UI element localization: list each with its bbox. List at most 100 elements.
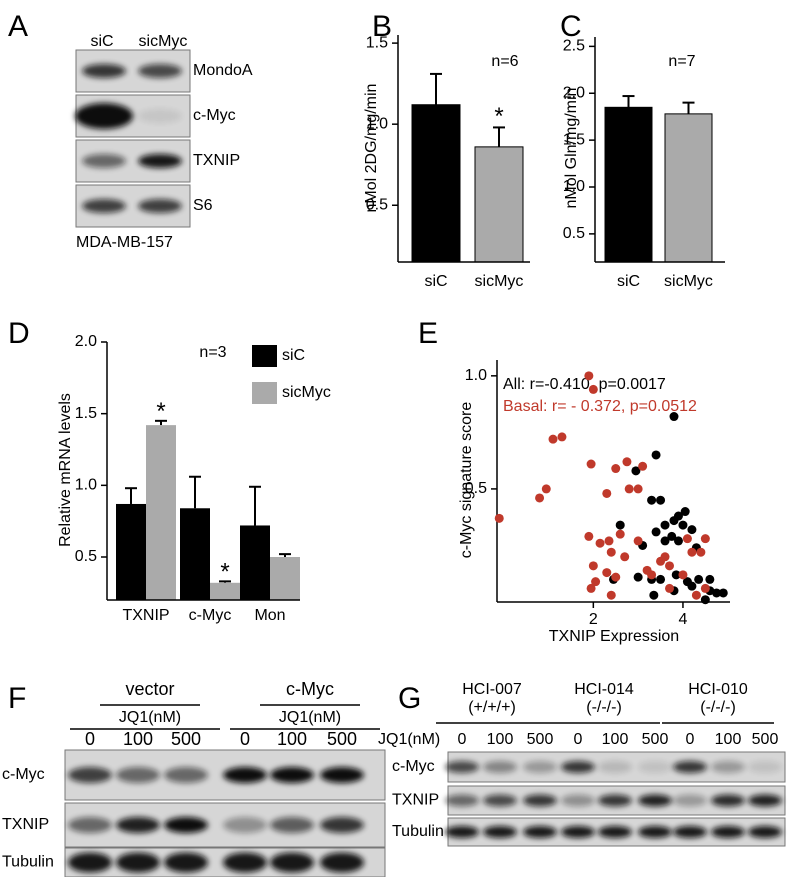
blot-band: [445, 826, 479, 838]
point: [712, 588, 722, 598]
blot-band: [638, 826, 672, 838]
blot-band: [523, 794, 557, 807]
blot-band: [270, 767, 314, 783]
blot-band: [138, 199, 182, 213]
point: [656, 495, 666, 505]
blot-band: [638, 761, 672, 773]
point: [638, 461, 648, 471]
annotation: n=7: [668, 53, 695, 70]
blot-band: [711, 794, 745, 807]
blot-band: [223, 852, 267, 873]
bar: [240, 525, 270, 600]
dose-label: 100: [602, 731, 629, 748]
significance: *: [220, 559, 229, 586]
y-tick-label: 2.0: [563, 84, 585, 101]
panel-letter: B: [372, 10, 392, 43]
band-label: TXNIP: [193, 152, 240, 169]
blot-band: [638, 794, 672, 807]
y-tick-label: 0.5: [465, 480, 487, 497]
bar: [210, 582, 240, 600]
blot-band: [320, 852, 364, 873]
point: [667, 531, 677, 541]
band-label: TXNIP: [2, 816, 49, 833]
blot-band: [75, 103, 133, 129]
x-tick-label: 2: [589, 611, 598, 628]
point: [651, 450, 661, 460]
point: [680, 507, 690, 517]
point: [633, 536, 643, 546]
panel-letter: C: [560, 10, 582, 43]
y-tick-label: 1.5: [563, 131, 585, 148]
blot-band: [523, 826, 557, 838]
band-label: Tubulin: [392, 823, 444, 840]
blot-band: [320, 767, 364, 783]
y-tick-label: 0.5: [75, 548, 97, 565]
point: [651, 527, 661, 537]
band-label: S6: [193, 197, 213, 214]
x-tick-label: TXNIP: [122, 607, 169, 624]
bar: [116, 503, 146, 600]
dose-label: 100: [715, 731, 742, 748]
point: [494, 513, 504, 523]
point: [535, 493, 545, 503]
blot-band: [673, 761, 707, 773]
dose-label: 100: [487, 731, 514, 748]
blot-band: [223, 767, 267, 783]
annotation: n=6: [491, 53, 518, 70]
significance: *: [494, 103, 503, 130]
dose-label: 0: [686, 731, 695, 748]
x-tick-label: 4: [678, 611, 687, 628]
cell-line: MDA-MB-157: [76, 234, 173, 251]
blot-band: [164, 767, 208, 783]
blot-band: [138, 64, 182, 78]
blot-band: [116, 852, 160, 873]
blot-band: [82, 199, 126, 213]
point: [588, 561, 598, 571]
blot-band: [561, 761, 595, 773]
treatment-label: JQ1(nM): [279, 709, 341, 726]
legend-label: sicMyc: [282, 384, 331, 401]
legend-swatch: [252, 382, 277, 404]
series-annotation: All: r=-0.410, p=0.0017: [503, 376, 666, 393]
point: [584, 371, 594, 381]
group-label: c-Myc: [286, 679, 334, 699]
dose-label: 100: [123, 729, 153, 749]
point: [586, 459, 596, 469]
blot-band: [445, 761, 479, 773]
y-tick-label: 1.0: [75, 477, 97, 494]
legend-label: siC: [282, 347, 305, 364]
blot-band: [164, 852, 208, 873]
blot-band: [711, 826, 745, 838]
point: [660, 536, 670, 546]
bar: [146, 425, 176, 600]
point: [557, 432, 567, 442]
group-label: HCI-014: [574, 681, 634, 698]
y-tick-label: 0.5: [366, 196, 388, 213]
significance: *: [156, 398, 165, 425]
y-tick-label: 1.5: [75, 405, 97, 422]
blot-band: [320, 817, 364, 833]
point: [660, 520, 670, 530]
point: [687, 547, 697, 557]
point: [660, 552, 670, 562]
y-axis-label: c-Myc signature score: [458, 402, 475, 559]
blot-band: [483, 761, 517, 773]
point: [718, 588, 728, 598]
point: [705, 574, 715, 584]
point: [541, 484, 551, 494]
point: [611, 572, 621, 582]
group-label: HCI-007: [462, 681, 522, 698]
point: [622, 457, 632, 467]
lane-label: sicMyc: [139, 33, 188, 50]
panel-letter: E: [418, 317, 438, 350]
point: [584, 531, 594, 541]
blot-band: [68, 852, 112, 873]
bar: [664, 113, 713, 263]
point: [633, 572, 643, 582]
dose-label: 0: [240, 729, 250, 749]
point: [591, 577, 601, 587]
band-label: MondoA: [193, 62, 253, 79]
group-label: HCI-010: [688, 681, 748, 698]
point: [678, 570, 688, 580]
